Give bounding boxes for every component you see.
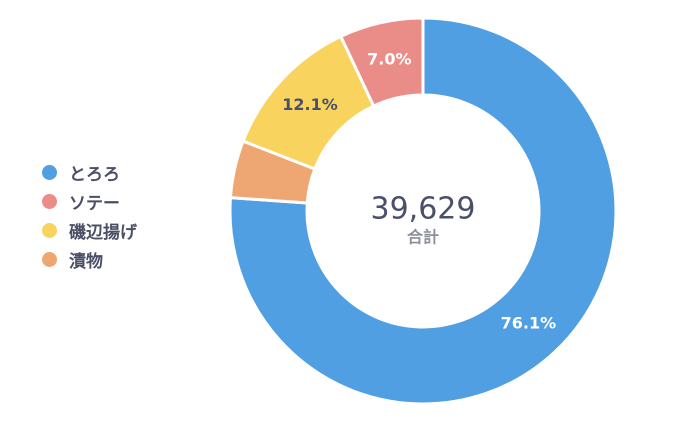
slice-percent-label: 12.1% xyxy=(282,95,338,114)
legend-label: ソテー xyxy=(69,194,120,214)
slice-percent-label: 7.0% xyxy=(367,50,411,69)
total-label: 合計 xyxy=(407,228,439,247)
legend-label: 漬物 xyxy=(69,252,103,272)
legend: とろろ ソテー 磯辺揚げ 漬物 xyxy=(42,158,137,274)
legend-item[interactable]: ソテー xyxy=(42,187,137,216)
legend-swatch-icon xyxy=(42,252,57,267)
legend-swatch-icon xyxy=(42,194,57,209)
slice-percent-label: 76.1% xyxy=(501,313,557,332)
legend-swatch-icon xyxy=(42,165,57,180)
total-value: 39,629 xyxy=(371,192,476,227)
slice-labels-layer: 76.1% 12.1% 7.0% xyxy=(282,50,556,333)
donut-slice[interactable] xyxy=(339,16,425,108)
legend-label: とろろ xyxy=(69,165,120,185)
legend-label: 磯辺揚げ xyxy=(69,223,137,243)
donut-slice[interactable] xyxy=(228,16,618,406)
slices-layer xyxy=(228,16,618,406)
legend-item[interactable]: 磯辺揚げ xyxy=(42,216,137,245)
legend-swatch-icon xyxy=(42,223,57,238)
legend-item[interactable]: 漬物 xyxy=(42,245,137,274)
legend-item[interactable]: とろろ xyxy=(42,158,137,187)
